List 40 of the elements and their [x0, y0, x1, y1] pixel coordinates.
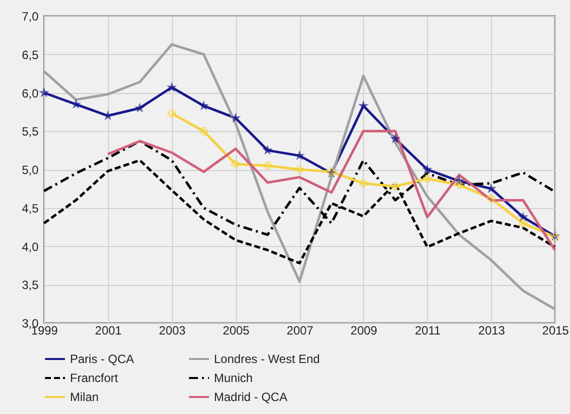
x-tick-label: 2001 [95, 324, 122, 338]
x-tick-label: 2005 [222, 324, 250, 338]
point [168, 83, 176, 91]
legend-label: Francfort [70, 371, 119, 385]
x-tick-label: 2013 [478, 324, 506, 338]
point [231, 160, 240, 168]
point [518, 219, 528, 228]
line-series [106, 130, 556, 252]
legend-label: Londres - West End [214, 352, 320, 366]
legend-label: Paris - QCA [70, 352, 134, 366]
y-tick-label: 6,0 [22, 86, 39, 100]
y-tick-label: 6,5 [22, 48, 39, 62]
point [263, 162, 272, 170]
point [136, 104, 144, 112]
point [359, 179, 368, 188]
line-series [42, 43, 556, 310]
y-tick-label: 4,0 [22, 240, 39, 254]
x-tick-label: 2009 [350, 324, 378, 338]
y-tick-label: 3,5 [22, 278, 39, 292]
x-tick-label: 2003 [158, 324, 186, 338]
point [486, 194, 496, 203]
point [455, 180, 464, 189]
point [200, 126, 208, 136]
point [423, 165, 432, 173]
legend-label: Milan [70, 390, 99, 404]
point [295, 165, 304, 174]
y-tick-label: 4,5 [22, 201, 39, 216]
y-tick-label: 7,0 [22, 10, 39, 24]
legend-label: Munich [214, 371, 253, 385]
point [232, 114, 240, 122]
point [168, 109, 176, 118]
point [391, 182, 400, 191]
point [423, 174, 432, 183]
point [455, 176, 464, 184]
y-tick-label: 5,0 [22, 163, 39, 177]
legend-label: Madrid - QCA [214, 390, 288, 404]
x-tick-label: 2015 [542, 324, 570, 338]
x-tick-label: 2007 [286, 324, 314, 338]
x-tick-label: 2011 [414, 324, 441, 338]
y-tick-label: 5,5 [22, 124, 39, 139]
